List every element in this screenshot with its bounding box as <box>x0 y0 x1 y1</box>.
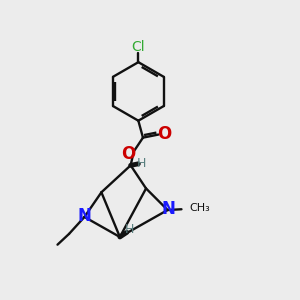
Text: N: N <box>77 207 92 225</box>
Text: O: O <box>158 125 172 143</box>
Text: H: H <box>137 157 146 169</box>
Text: N: N <box>161 200 175 218</box>
Text: H: H <box>125 223 135 236</box>
Text: Cl: Cl <box>131 40 145 54</box>
Text: CH₃: CH₃ <box>189 203 210 214</box>
Text: O: O <box>121 145 136 163</box>
